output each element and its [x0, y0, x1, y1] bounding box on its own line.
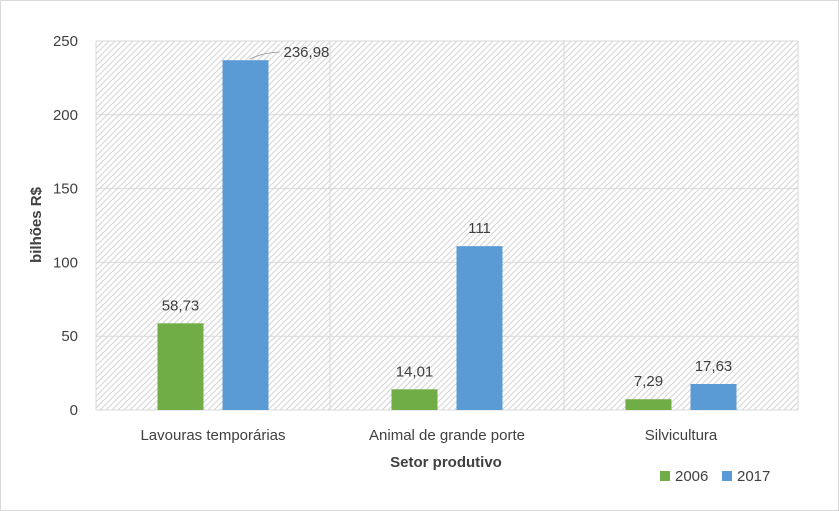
- legend-label-2017: 2017: [737, 468, 770, 485]
- bar-2017-2: [690, 383, 737, 410]
- x-tick-label: Silvicultura: [645, 427, 718, 444]
- y-tick-label: 200: [53, 107, 78, 124]
- y-tick-label: 150: [53, 181, 78, 198]
- x-axis-title: Setor produtivo: [390, 454, 502, 471]
- data-label: 236,98: [284, 44, 330, 61]
- bars: [157, 60, 737, 410]
- bar-2017-1: [456, 246, 503, 410]
- data-label-leader: [249, 51, 280, 60]
- bar-2017-0: [222, 60, 269, 410]
- bar-2006-0: [157, 323, 204, 410]
- y-axis-ticks: 0 50 100 150 200 250: [53, 33, 78, 419]
- x-tick-label: Animal de grande porte: [369, 427, 525, 444]
- data-label: 17,63: [695, 358, 733, 375]
- legend-swatch-2006: [660, 471, 670, 481]
- data-label: 7,29: [634, 373, 663, 390]
- y-tick-label: 0: [70, 402, 78, 419]
- data-labels: 58,73 14,01 7,29 236,98 111 17,63: [162, 44, 733, 390]
- data-label: 111: [468, 220, 491, 237]
- legend-label-2006: 2006: [675, 468, 708, 485]
- y-tick-label: 250: [53, 33, 78, 50]
- data-label: 58,73: [162, 297, 200, 314]
- bar-2006-1: [391, 389, 438, 410]
- y-tick-label: 50: [61, 328, 78, 345]
- x-axis-ticks: Lavouras temporárias Animal de grande por…: [140, 427, 717, 444]
- legend-swatch-2017: [722, 471, 732, 481]
- data-label: 14,01: [396, 363, 434, 380]
- x-tick-label: Lavouras temporárias: [140, 427, 285, 444]
- legend: 2006 2017: [660, 468, 770, 485]
- gridlines: [95, 40, 799, 411]
- y-axis-title: bilhões R$: [28, 186, 45, 263]
- plot-area: [96, 41, 798, 410]
- bar-2006-2: [625, 399, 672, 410]
- y-tick-label: 100: [53, 254, 78, 271]
